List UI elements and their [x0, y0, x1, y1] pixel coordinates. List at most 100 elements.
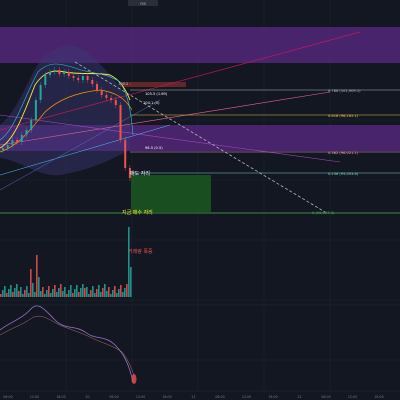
volume-bar: [30, 269, 32, 297]
volume-bar: [16, 284, 18, 297]
volume-bar: [80, 288, 82, 297]
volume-bar: [50, 293, 52, 297]
volume-bar: [68, 290, 70, 297]
volume-bar: [28, 293, 30, 297]
price-candles: [2, 67, 131, 181]
volume-bar: [48, 286, 50, 297]
candle: [34, 100, 37, 120]
time-axis-label: 20: [85, 395, 89, 399]
volume-bar: [66, 294, 68, 297]
candle: [25, 130, 28, 135]
volume-bar: [110, 294, 112, 297]
resistance-zone-top: [0, 27, 400, 63]
fib-label-0382: 0.382 (96,021.1): [328, 151, 359, 155]
candle: [119, 105, 122, 140]
trend-lines: [0, 31, 361, 213]
volume-bar: [122, 292, 124, 297]
volume-bar: [4, 286, 6, 297]
fib-label-0236: 0.236 (95,003.6): [328, 172, 359, 176]
volume-bar: [102, 288, 104, 297]
volume-bar: [54, 285, 56, 297]
time-axis-label: 12:00: [242, 395, 251, 399]
candle: [77, 78, 80, 80]
volume-bar: [116, 293, 118, 297]
price-tag-c: 98.5 (0.5): [145, 146, 163, 150]
candle: [30, 120, 33, 130]
volume-bar: [40, 291, 42, 297]
time-axis-label: 06:00: [321, 395, 330, 399]
annotation-sell: 매도 자리: [130, 170, 150, 177]
volume-bar: [8, 289, 10, 297]
candle: [53, 70, 56, 72]
candle: [114, 100, 117, 105]
volume-bar: [2, 290, 4, 297]
volume-bar: [44, 294, 46, 297]
candle: [105, 95, 108, 98]
candle: [6, 145, 9, 148]
candle: [72, 76, 75, 78]
volume-bar: [90, 290, 92, 297]
price-tag-b: 104.1 (0): [143, 101, 160, 105]
time-axis-label: 06:00: [109, 395, 118, 399]
volume-bar: [120, 285, 122, 297]
time-axis-label: 12:00: [30, 395, 39, 399]
top-badge-label: FIB: [140, 2, 146, 6]
volume-bar: [84, 288, 86, 297]
fib-label-0: 0 (90,957.3): [312, 211, 335, 215]
candle: [49, 72, 51, 75]
volume-bar: [86, 287, 88, 297]
volume-bar: [76, 285, 78, 297]
buy-zone: [131, 175, 211, 213]
resistance-zone-mid: [0, 125, 400, 151]
time-axis-label: 18:00: [56, 395, 65, 399]
volume-bars: [0, 227, 132, 297]
time-axis: 06:00 12:00 18:00 20 06:00 12:00 18:00 21 06:00 1…: [3, 395, 383, 399]
candle: [67, 72, 70, 76]
volume-bar: [64, 287, 66, 297]
volume-bar: [56, 292, 58, 297]
volume-bar: [26, 286, 28, 297]
time-axis-label: 18:00: [374, 395, 383, 399]
time-axis-label: 21: [191, 395, 195, 399]
time-axis-label: 18:00: [268, 395, 277, 399]
volume-bar: [88, 294, 90, 297]
volume-bar: [130, 267, 132, 297]
volume-bar: [10, 285, 12, 297]
volume-bar: [14, 288, 16, 297]
time-axis-label: 06:00: [215, 395, 224, 399]
volume-bar: [94, 293, 96, 297]
candle: [128, 168, 131, 178]
time-axis-label: 18:00: [162, 395, 171, 399]
volume-bar: [22, 294, 24, 297]
candle: [124, 140, 127, 168]
bollinger-band: [0, 45, 130, 176]
volume-bar: [96, 289, 98, 297]
volume-bar: [72, 293, 74, 297]
time-axis-label: 12:00: [348, 395, 357, 399]
candle: [58, 70, 61, 74]
volume-bar: [62, 291, 64, 297]
candle: [81, 76, 84, 80]
volume-bar: [36, 255, 38, 297]
volume-bar: [98, 285, 100, 297]
volume-bar: [100, 292, 102, 297]
candle: [2, 148, 4, 150]
volume-bar: [60, 284, 62, 297]
volume-bar: [128, 227, 130, 297]
moving-averages: [0, 63, 134, 153]
supply-box: [120, 82, 186, 87]
candle: [44, 75, 47, 85]
rsi-line: [0, 305, 134, 383]
annotation-buy: 지금 매수 자리: [122, 209, 153, 216]
volume-bar: [18, 291, 20, 297]
candle: [11, 140, 14, 145]
volume-bar: [82, 284, 84, 297]
annotation-volume: 거래량 폭증: [128, 248, 153, 255]
top-badge[interactable]: [128, 0, 158, 6]
rsi-oversold-marker: [131, 374, 137, 384]
time-axis-label: 12:00: [136, 395, 145, 399]
volume-bar: [70, 285, 72, 297]
volume-bar: [124, 288, 126, 297]
volume-bar: [6, 293, 8, 297]
